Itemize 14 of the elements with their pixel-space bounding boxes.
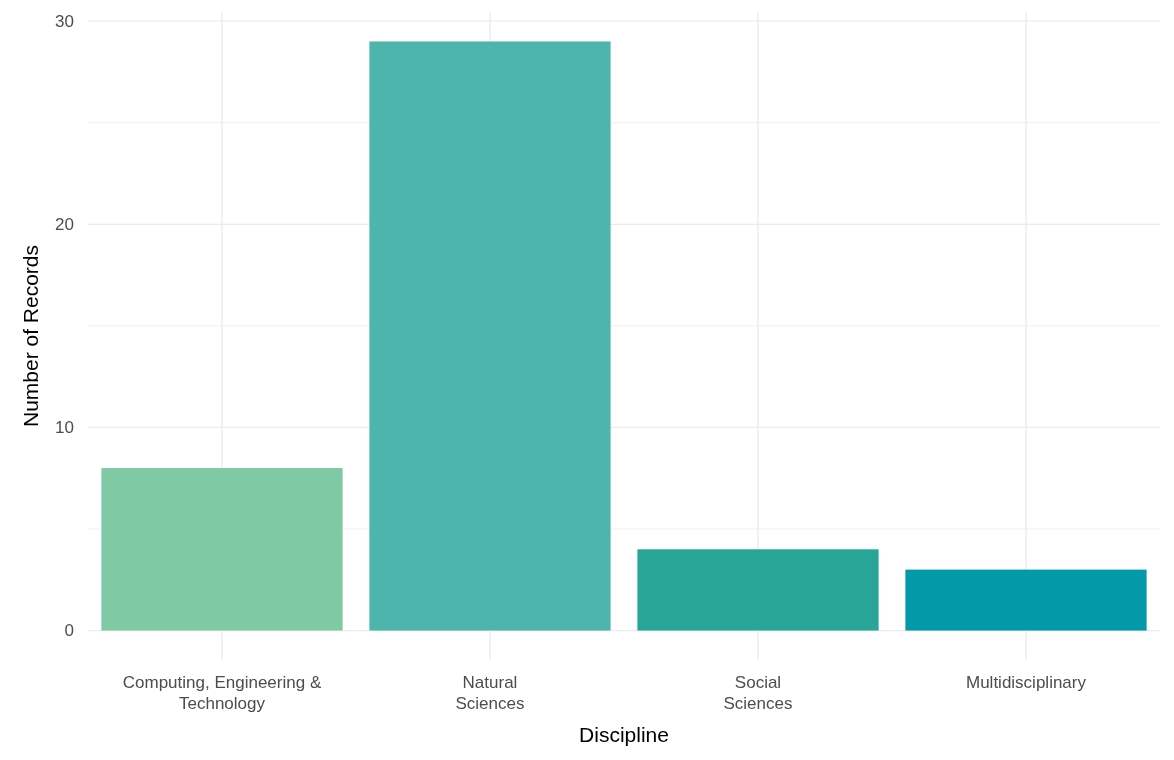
x-tick-label: Natural Sciences [455,673,525,713]
bar [905,569,1147,631]
y-tick-label: 30 [55,12,74,32]
bar [369,41,611,631]
y-tick-label: 10 [55,418,74,438]
x-axis-title: Discipline [579,723,669,746]
x-tick-label: Multidisciplinary [966,673,1087,692]
bar [637,549,879,631]
y-tick-label: 20 [55,215,74,235]
y-tick-label: 0 [64,621,74,641]
bar [101,468,343,631]
x-tick-label: Computing, Engineering & Technology [122,673,322,713]
y-axis-title: Number of Records [19,244,42,428]
x-tick-label: Social Sciences [723,673,793,713]
